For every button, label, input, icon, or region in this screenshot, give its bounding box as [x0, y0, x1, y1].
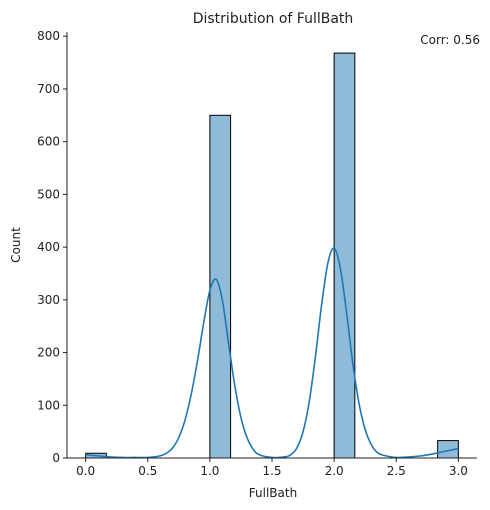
y-ticks: 0 100 200 300 400 500 600 700 800 — [37, 29, 67, 465]
y-axis-label: Count — [9, 227, 23, 263]
x-tick-label: 2.0 — [325, 464, 344, 478]
y-tick-label: 800 — [37, 29, 60, 43]
x-tick-label: 1.0 — [200, 464, 219, 478]
x-tick-label: 3.0 — [449, 464, 468, 478]
y-tick-label: 200 — [37, 346, 60, 360]
y-tick-label: 600 — [37, 135, 60, 149]
kde-curve-layer — [85, 247, 459, 459]
x-tick-label: 2.5 — [387, 464, 406, 478]
y-tick-label: 0 — [52, 451, 60, 465]
x-axis-label: FullBath — [249, 486, 297, 500]
kde-curve — [85, 247, 459, 459]
y-tick-label: 300 — [37, 293, 60, 307]
y-tick-label: 700 — [37, 82, 60, 96]
x-ticks: 0.0 0.5 1.0 1.5 2.0 2.5 3.0 — [76, 458, 468, 478]
histogram-bar-1 — [209, 114, 232, 459]
x-tick-label: 0.0 — [76, 464, 95, 478]
x-tick-label: 0.5 — [138, 464, 157, 478]
y-tick-label: 100 — [37, 398, 60, 412]
histogram-bars — [85, 52, 459, 459]
corr-annotation: Corr: 0.56 — [420, 33, 480, 47]
y-tick-label: 400 — [37, 240, 60, 254]
y-tick-label: 500 — [37, 187, 60, 201]
chart-title: Distribution of FullBath — [193, 11, 354, 27]
x-tick-label: 1.5 — [262, 464, 281, 478]
